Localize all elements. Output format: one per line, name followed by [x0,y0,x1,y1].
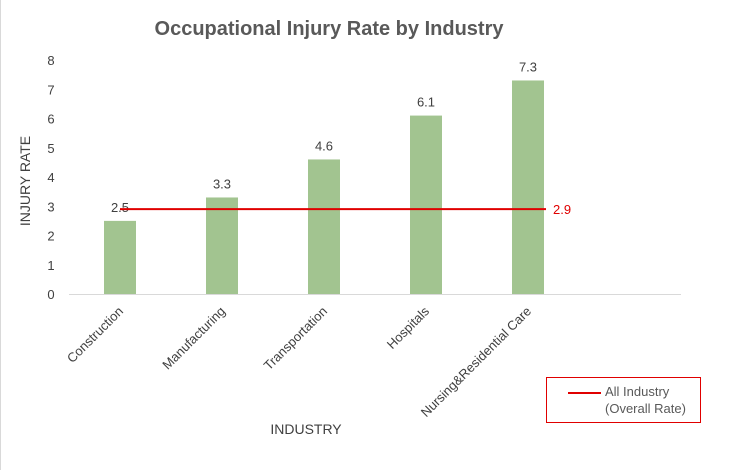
x-tick-label: Hospitals [384,303,433,352]
x-tick-label: Transportation [261,304,331,374]
data-label: 7.3 [519,59,537,74]
y-tick-label: 6 [47,112,54,127]
chart-title: Occupational Injury Rate by Industry [155,18,505,40]
data-label: 2.5 [111,200,129,215]
bar-0 [104,220,136,294]
x-tick-label: Manufacturing [159,304,228,373]
reference-line-label: 2.9 [553,202,571,217]
bar-2 [308,159,340,294]
bar-4 [512,80,544,294]
bar-3 [410,115,442,294]
y-tick-label: 5 [47,141,54,156]
x-tick-label: Nursing&Residential Care [418,304,534,420]
legend-line-swatch [568,392,601,394]
x-tick-label: Construction [64,304,126,366]
y-axis-label: INJURY RATE [17,136,33,226]
data-label: 3.3 [213,176,231,191]
legend-label-line2: (Overall Rate) [605,401,686,416]
y-tick-label: 1 [47,258,54,273]
data-label: 6.1 [417,95,435,110]
legend-label-line1: All Industry [605,384,670,399]
y-tick-label: 0 [47,287,54,302]
y-tick-label: 8 [47,53,54,68]
x-axis-label: INDUSTRY [270,421,342,437]
bar-1 [206,197,238,294]
legend: All Industry (Overall Rate) [546,377,701,423]
y-tick-label: 4 [47,170,54,185]
y-tick-label: 7 [47,82,54,97]
y-tick-label: 3 [47,199,54,214]
y-tick-label: 2 [47,229,54,244]
data-label: 4.6 [315,138,333,153]
